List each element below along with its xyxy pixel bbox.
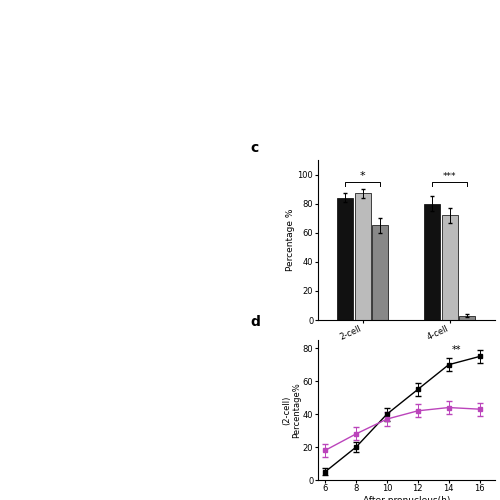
Bar: [354, 194, 371, 320]
Y-axis label: Percentage %: Percentage %: [286, 209, 295, 271]
Text: d: d: [250, 315, 260, 329]
Text: ***: ***: [443, 172, 456, 181]
Text: **: **: [452, 345, 461, 355]
Bar: [372, 226, 388, 320]
Y-axis label: (2-cell)
Percentage%: (2-cell) Percentage%: [282, 382, 302, 438]
Bar: [442, 216, 458, 320]
Text: c: c: [250, 141, 258, 155]
Bar: [424, 204, 440, 320]
X-axis label: After pronucleus(h): After pronucleus(h): [362, 496, 450, 500]
Text: *: *: [360, 171, 366, 181]
Bar: [459, 316, 475, 320]
Bar: [338, 198, 353, 320]
